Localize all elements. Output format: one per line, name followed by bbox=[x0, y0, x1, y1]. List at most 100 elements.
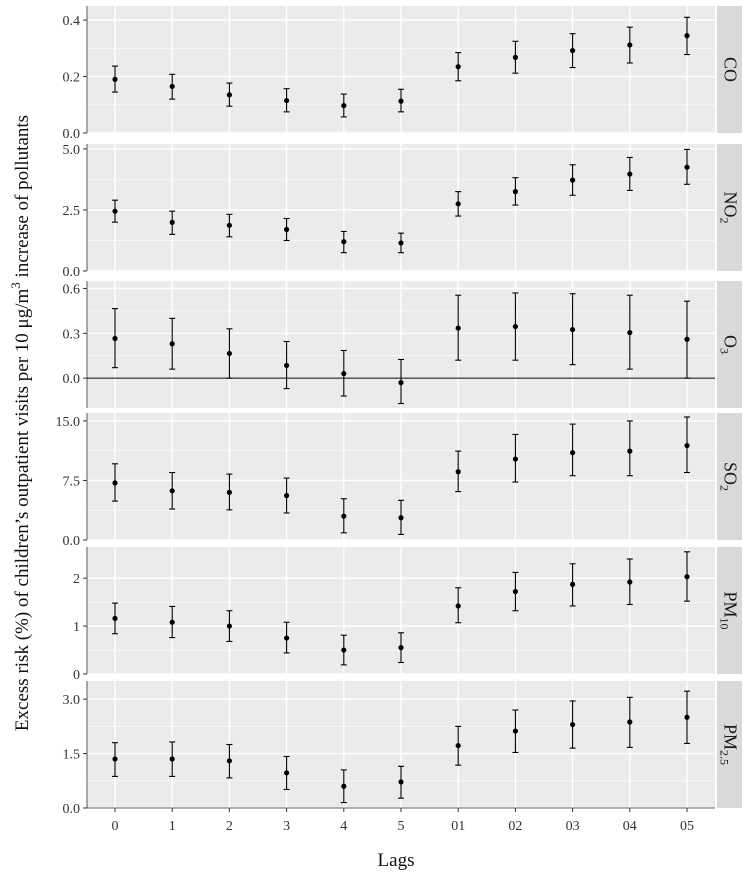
strip-label-base: O bbox=[721, 335, 741, 348]
data-point bbox=[455, 742, 461, 749]
data-point bbox=[398, 779, 404, 785]
data-point-group bbox=[283, 477, 290, 514]
x-tick-label: 02 bbox=[508, 819, 522, 834]
panel-o3: 0.0 0.3 0.6 O3 bbox=[63, 281, 742, 408]
data-point bbox=[627, 329, 633, 336]
data-point-group bbox=[569, 33, 576, 69]
data-point bbox=[627, 719, 633, 725]
data-point-group bbox=[398, 765, 404, 799]
data-point-group bbox=[340, 93, 347, 118]
strip-label-subscript: 2.5 bbox=[718, 750, 732, 765]
data-point bbox=[455, 64, 461, 70]
data-point bbox=[627, 448, 633, 454]
data-point-group bbox=[626, 696, 633, 748]
strip-label-subscript: 2 bbox=[718, 485, 732, 491]
data-point-group bbox=[455, 587, 462, 624]
data-point bbox=[226, 222, 232, 228]
data-point bbox=[512, 456, 519, 462]
strip-label-base: PM bbox=[721, 591, 741, 617]
data-point-group bbox=[169, 741, 176, 777]
x-axis: 0 1 2 3 4 5 01 02 03 04 05 bbox=[87, 807, 715, 834]
data-point-group bbox=[684, 300, 690, 379]
data-point bbox=[284, 362, 290, 369]
data-point-group bbox=[398, 632, 404, 664]
data-point bbox=[226, 350, 232, 357]
data-point bbox=[398, 98, 404, 104]
data-point-group bbox=[169, 605, 176, 639]
strip-label-subscript: 3 bbox=[718, 348, 732, 354]
data-point bbox=[570, 450, 576, 456]
data-point bbox=[112, 208, 118, 214]
x-tick-label: 05 bbox=[680, 819, 694, 834]
data-point bbox=[570, 47, 576, 54]
data-point bbox=[684, 442, 690, 449]
data-point bbox=[112, 76, 118, 82]
x-axis-title: Lags bbox=[378, 850, 415, 871]
data-point bbox=[455, 469, 461, 475]
strip-label-base: SO bbox=[721, 462, 741, 485]
data-point bbox=[284, 635, 290, 641]
data-point-group bbox=[169, 73, 176, 100]
data-point-group bbox=[340, 769, 347, 804]
data-point bbox=[398, 240, 404, 246]
y-tick-label: 5.0 bbox=[63, 143, 81, 158]
facet-strip-label: PM2.5 bbox=[718, 724, 741, 765]
data-point bbox=[341, 239, 347, 245]
data-point-group bbox=[398, 88, 404, 113]
data-point bbox=[341, 647, 347, 653]
y-tick-label: 1 bbox=[73, 620, 80, 635]
data-point-group bbox=[169, 317, 176, 370]
facet-strip bbox=[717, 547, 742, 674]
data-point bbox=[341, 513, 347, 519]
x-tick-label: 2 bbox=[226, 819, 233, 834]
y-tick-label: 0.3 bbox=[63, 327, 81, 342]
y-tick-label: 3.0 bbox=[63, 693, 81, 708]
facet-strip-label: PM10 bbox=[718, 591, 741, 629]
data-point-group bbox=[340, 230, 347, 254]
y-axis-title-tail: increase of pollutants bbox=[12, 115, 33, 282]
data-point-group bbox=[112, 602, 118, 635]
data-point bbox=[112, 615, 118, 622]
facet-strip bbox=[717, 144, 742, 271]
x-tick-label: 1 bbox=[169, 819, 176, 834]
panel-so2: 0.0 7.5 15.0 SO2 bbox=[56, 413, 742, 549]
data-point-group bbox=[684, 551, 690, 602]
data-point bbox=[570, 177, 576, 183]
data-point bbox=[169, 83, 175, 90]
data-point bbox=[226, 92, 232, 98]
data-point-group bbox=[112, 742, 118, 777]
data-point bbox=[112, 335, 118, 342]
y-tick-label: 2 bbox=[73, 572, 80, 587]
data-point-group bbox=[112, 308, 118, 369]
data-point-group bbox=[283, 621, 290, 654]
data-point bbox=[570, 581, 576, 587]
data-point-group bbox=[283, 755, 290, 791]
data-point bbox=[341, 103, 347, 109]
data-point-group bbox=[569, 563, 576, 607]
data-point-group bbox=[512, 177, 519, 206]
y-tick-label: 0.0 bbox=[63, 534, 81, 549]
data-point-group bbox=[626, 26, 633, 64]
data-point-group bbox=[340, 634, 347, 666]
data-point bbox=[512, 588, 519, 595]
panel-co: 0.0 0.2 0.4 CO bbox=[63, 6, 742, 142]
data-point bbox=[684, 574, 690, 580]
data-point-group bbox=[112, 199, 118, 223]
data-point-group bbox=[283, 217, 290, 242]
data-point bbox=[627, 579, 633, 585]
x-tick-label: 03 bbox=[566, 819, 580, 834]
panel-pm10: 0 1 2 PM10 bbox=[73, 547, 742, 683]
strip-label-base: CO bbox=[721, 57, 741, 82]
y-tick-label: 0 bbox=[73, 668, 80, 683]
strip-label-base: PM bbox=[721, 724, 741, 750]
data-point-group bbox=[684, 416, 690, 474]
x-tick-label: 01 bbox=[451, 819, 465, 834]
facet-strip bbox=[717, 681, 742, 808]
y-tick-label: 2.5 bbox=[63, 204, 81, 219]
data-point bbox=[398, 380, 404, 386]
strip-label-subscript: 2 bbox=[718, 218, 732, 224]
y-tick-label: 7.5 bbox=[63, 474, 81, 489]
data-point bbox=[684, 336, 690, 342]
data-point bbox=[169, 219, 175, 225]
